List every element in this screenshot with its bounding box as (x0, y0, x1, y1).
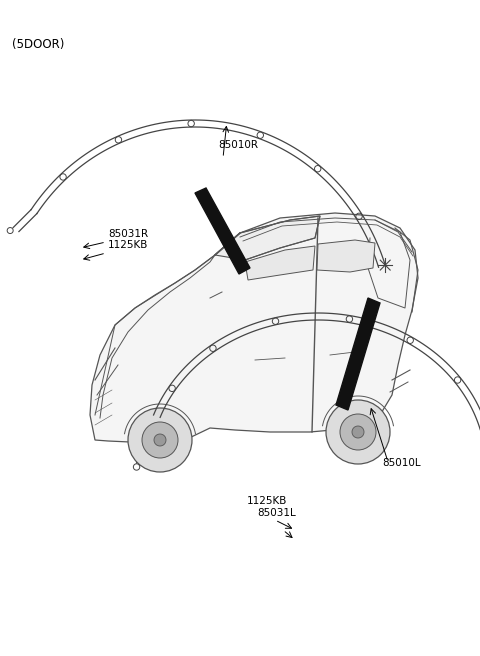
Circle shape (128, 408, 192, 472)
Text: 1125KB: 1125KB (247, 496, 288, 506)
Polygon shape (195, 188, 250, 274)
Circle shape (326, 400, 390, 464)
Text: 85010R: 85010R (218, 140, 258, 150)
Text: 85010L: 85010L (382, 458, 420, 468)
Polygon shape (215, 216, 320, 260)
Circle shape (352, 426, 364, 438)
Text: 1125KB: 1125KB (108, 240, 148, 250)
Text: (5DOOR): (5DOOR) (12, 38, 64, 51)
Text: 85031R: 85031R (108, 229, 148, 239)
Polygon shape (317, 240, 375, 272)
Polygon shape (245, 246, 315, 280)
Polygon shape (90, 213, 418, 442)
Polygon shape (336, 298, 380, 410)
Circle shape (142, 422, 178, 458)
Circle shape (340, 414, 376, 450)
Text: 85031L: 85031L (257, 508, 296, 518)
Circle shape (154, 434, 166, 446)
